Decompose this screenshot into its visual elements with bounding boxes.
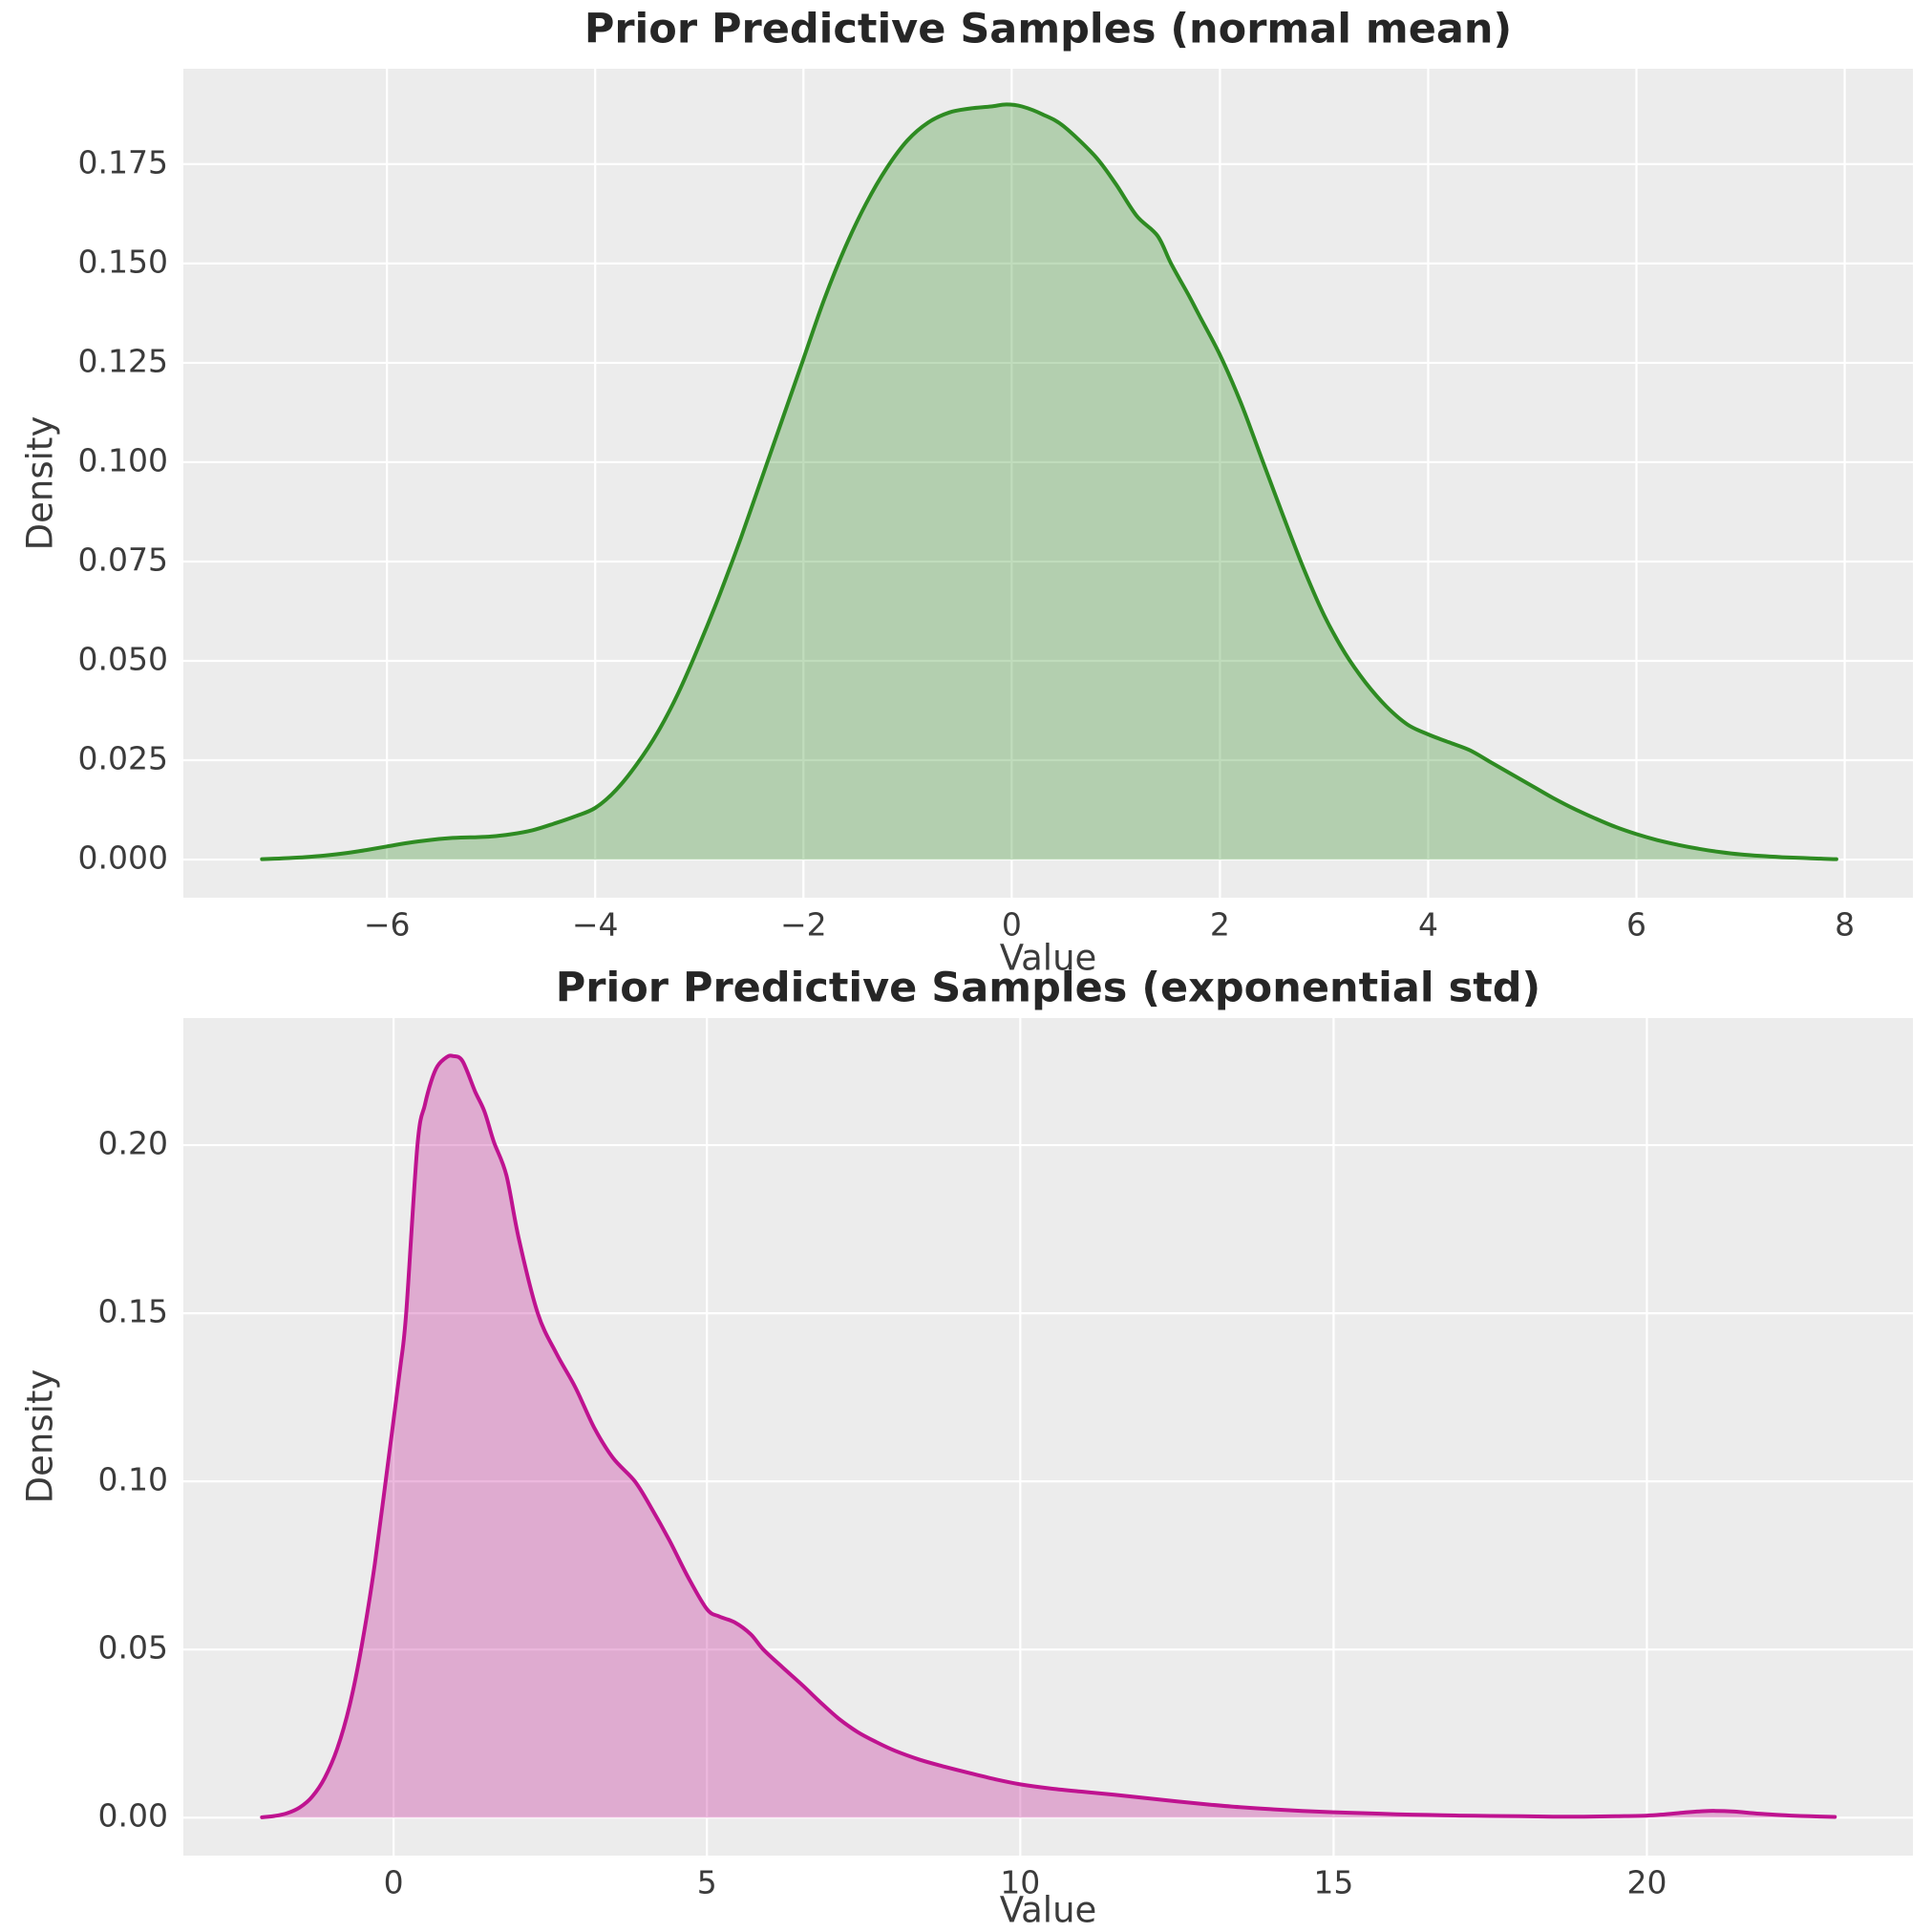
- x-tick-label: 0: [384, 1864, 404, 1901]
- y-tick-label: 0.075: [78, 541, 168, 578]
- y-tick-label: 0.175: [78, 143, 168, 180]
- y-tick-label: 0.20: [98, 1125, 168, 1162]
- kde-fill: [262, 104, 1836, 860]
- y-tick-label: 0.00: [98, 1797, 168, 1835]
- x-tick-label: 10: [1000, 1864, 1040, 1901]
- y-tick-label: 0.050: [78, 641, 168, 678]
- kde-curve: [260, 102, 1838, 861]
- y-tick-label: 0.100: [78, 441, 168, 478]
- x-axis-label: Value: [1000, 1890, 1097, 1931]
- x-tick-label: −6: [364, 906, 411, 944]
- chart-title: Prior Predictive Samples (exponential st…: [556, 965, 1540, 1012]
- y-tick-label: 0.05: [98, 1629, 168, 1667]
- plot-area: [183, 1018, 1913, 1856]
- x-tick-label: 5: [697, 1864, 717, 1901]
- y-tick-label: 0.000: [78, 839, 168, 877]
- x-tick-label: −2: [780, 906, 827, 944]
- x-tick-label: 8: [1835, 906, 1855, 944]
- x-tick-label: 20: [1626, 1864, 1667, 1901]
- chart-title: Prior Predictive Samples (normal mean): [584, 6, 1512, 53]
- x-tick-label: −4: [572, 906, 619, 944]
- y-tick-label: 0.10: [98, 1461, 168, 1498]
- x-tick-label: 0: [1002, 906, 1022, 944]
- y-tick-label: 0.150: [78, 243, 168, 280]
- x-tick-label: 4: [1418, 906, 1438, 944]
- x-tick-label: 15: [1313, 1864, 1353, 1901]
- kde-curve: [260, 1053, 1837, 1819]
- y-axis-label: Density: [20, 416, 61, 551]
- kde-fill: [262, 1055, 1836, 1818]
- y-tick-label: 0.15: [98, 1293, 168, 1330]
- x-tick-label: 2: [1210, 906, 1230, 944]
- y-axis-label: Density: [20, 1369, 61, 1504]
- y-tick-label: 0.025: [78, 740, 168, 777]
- x-axis-label: Value: [1000, 938, 1097, 979]
- y-tick-label: 0.125: [78, 342, 168, 379]
- x-tick-label: 6: [1626, 906, 1646, 944]
